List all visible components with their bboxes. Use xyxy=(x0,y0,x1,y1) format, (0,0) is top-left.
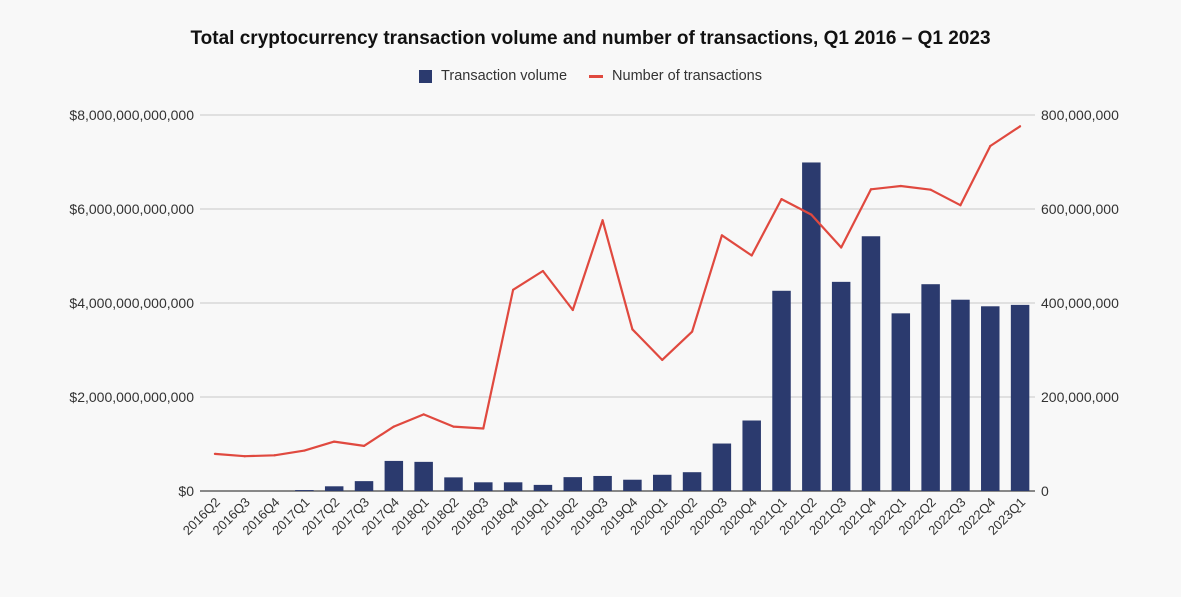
point-2018Q2 xyxy=(452,425,455,428)
bar-2019Q2 xyxy=(563,477,583,491)
point-2017Q4 xyxy=(392,425,395,428)
point-2021Q2 xyxy=(810,213,813,216)
right-tick-label: 0 xyxy=(1041,483,1049,499)
point-2022Q3 xyxy=(959,204,962,207)
transactions-line-group xyxy=(213,125,1022,458)
left-tick-label: $0 xyxy=(178,483,194,499)
bar-2017Q3 xyxy=(354,481,374,491)
bar-2021Q3 xyxy=(831,281,851,491)
legend-entry-transactions[interactable]: Number of transactions xyxy=(589,68,762,84)
point-2023Q1 xyxy=(1018,125,1022,128)
point-2022Q1 xyxy=(899,184,902,188)
bar-2021Q1 xyxy=(772,290,791,491)
point-2018Q1 xyxy=(422,413,425,416)
point-2017Q2 xyxy=(333,440,336,443)
point-2017Q3 xyxy=(362,444,366,447)
bar-2022Q1 xyxy=(891,313,911,491)
legend: Transaction volume Number of transaction… xyxy=(0,68,1181,84)
point-2019Q1 xyxy=(541,269,545,273)
point-2020Q3 xyxy=(720,234,723,237)
bar-2018Q1 xyxy=(414,461,433,491)
point-2021Q4 xyxy=(869,188,873,191)
bar-2020Q4 xyxy=(742,420,761,491)
point-2020Q1 xyxy=(661,358,664,361)
right-tick-label: 800,000,000 xyxy=(1041,107,1119,123)
right-tick-label: 200,000,000 xyxy=(1041,389,1119,405)
point-2021Q1 xyxy=(780,198,783,201)
bar-2023Q1 xyxy=(1010,304,1030,491)
point-2018Q3 xyxy=(482,427,485,430)
point-2022Q2 xyxy=(929,188,932,191)
bar-2021Q4 xyxy=(861,236,881,491)
bar-2018Q2 xyxy=(444,477,463,491)
legend-swatch-volume xyxy=(419,69,433,83)
bar-2021Q2 xyxy=(802,162,821,491)
volume-bars xyxy=(295,162,1030,491)
bar-2020Q1 xyxy=(652,474,672,491)
bar-2018Q4 xyxy=(503,482,523,491)
point-2019Q4 xyxy=(631,328,634,331)
left-tick-label: $4,000,000,000,000 xyxy=(69,295,194,311)
point-2016Q4 xyxy=(273,454,276,457)
legend-swatch-transactions xyxy=(589,74,604,78)
point-2018Q4 xyxy=(512,288,515,291)
point-2016Q2 xyxy=(213,452,217,455)
bar-2022Q4 xyxy=(981,306,1000,491)
point-2016Q3 xyxy=(243,455,246,458)
bar-2019Q3 xyxy=(593,475,612,491)
point-2017Q1 xyxy=(303,449,306,452)
transactions-line xyxy=(214,125,1021,458)
bar-2022Q2 xyxy=(921,284,940,491)
bar-2020Q2 xyxy=(682,472,702,491)
legend-label-volume: Transaction volume xyxy=(441,68,568,84)
point-2020Q2 xyxy=(690,330,694,333)
left-tick-label: $8,000,000,000,000 xyxy=(69,107,194,123)
right-axis-ticks: 0 200,000,000 400,000,000 600,000,000 800,00… xyxy=(1041,107,1119,499)
bar-2017Q1 xyxy=(295,490,314,491)
bar-2017Q2 xyxy=(324,486,344,491)
bar-2019Q4 xyxy=(623,479,642,491)
point-2019Q2 xyxy=(571,308,574,312)
right-tick-label: 600,000,000 xyxy=(1041,201,1119,217)
category-labels: 2016Q22016Q32016Q42017Q12017Q22017Q32017… xyxy=(180,495,1028,538)
point-2019Q3 xyxy=(601,219,604,222)
bar-2018Q3 xyxy=(474,482,493,491)
point-2021Q3 xyxy=(840,246,843,249)
bar-2019Q1 xyxy=(533,484,553,491)
legend-label-transactions: Number of transactions xyxy=(612,68,762,84)
chart-title: Total cryptocurrency transaction volume … xyxy=(190,28,991,49)
left-axis-ticks: $0 $2,000,000,000,000 $4,000,000,000,000 $6… xyxy=(69,107,194,499)
left-tick-label: $2,000,000,000,000 xyxy=(69,389,194,405)
point-2020Q4 xyxy=(750,254,753,257)
point-2022Q4 xyxy=(989,144,992,148)
legend-entry-volume[interactable]: Transaction volume xyxy=(419,68,567,84)
right-tick-label: 400,000,000 xyxy=(1041,295,1119,311)
bar-2020Q3 xyxy=(712,443,732,491)
bar-2022Q3 xyxy=(951,299,970,491)
bar-2017Q4 xyxy=(384,460,404,491)
left-tick-label: $6,000,000,000,000 xyxy=(69,201,194,217)
